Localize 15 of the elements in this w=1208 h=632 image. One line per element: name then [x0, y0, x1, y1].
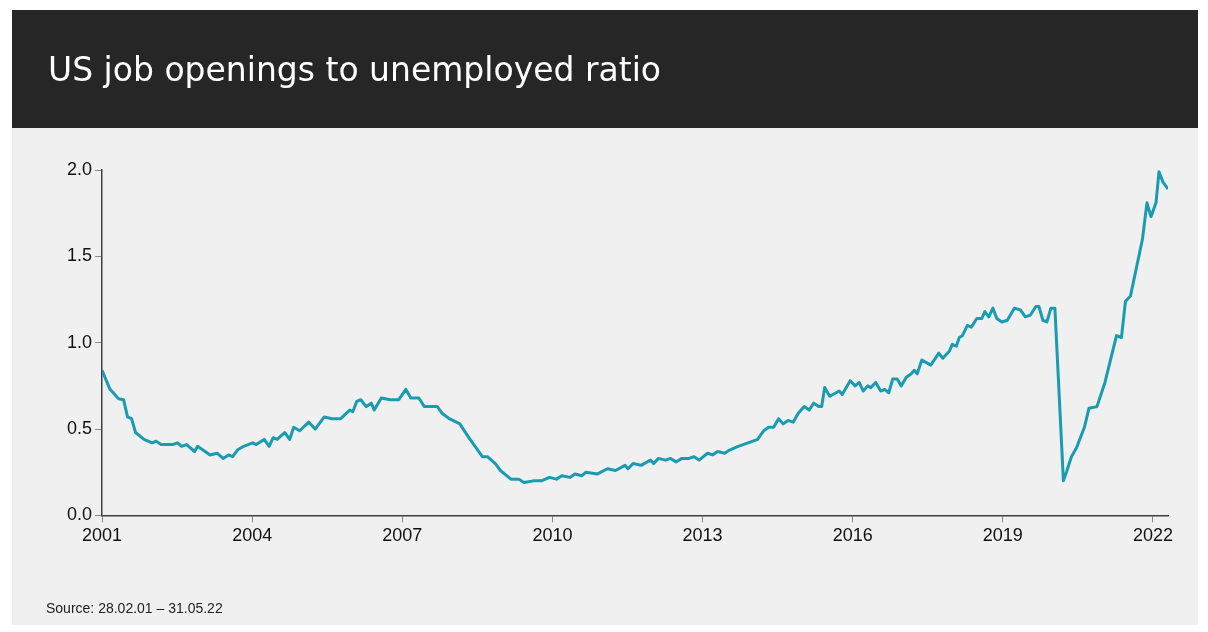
x-tick-label: 2001	[82, 525, 123, 546]
x-tick-label: 2013	[682, 525, 723, 546]
y-tick-label: 1.0	[66, 331, 93, 352]
x-tick-label: 2016	[832, 525, 873, 546]
x-tick-label: 2007	[382, 525, 423, 546]
chart-title: US job openings to unemployed ratio	[48, 50, 662, 89]
x-tick-label: 2004	[232, 525, 273, 546]
y-tick-label: 0.5	[66, 418, 93, 439]
y-tick-label: 0.0	[66, 504, 93, 525]
x-tick-label: 2010	[532, 525, 573, 546]
y-tick-label: 1.5	[66, 245, 93, 266]
y-tick-label: 2.0	[66, 158, 93, 179]
x-tick-label: 2022	[1132, 525, 1174, 546]
source-note: Source: 28.02.01 – 31.05.22	[46, 600, 223, 616]
x-tick-label: 2019	[982, 525, 1023, 546]
